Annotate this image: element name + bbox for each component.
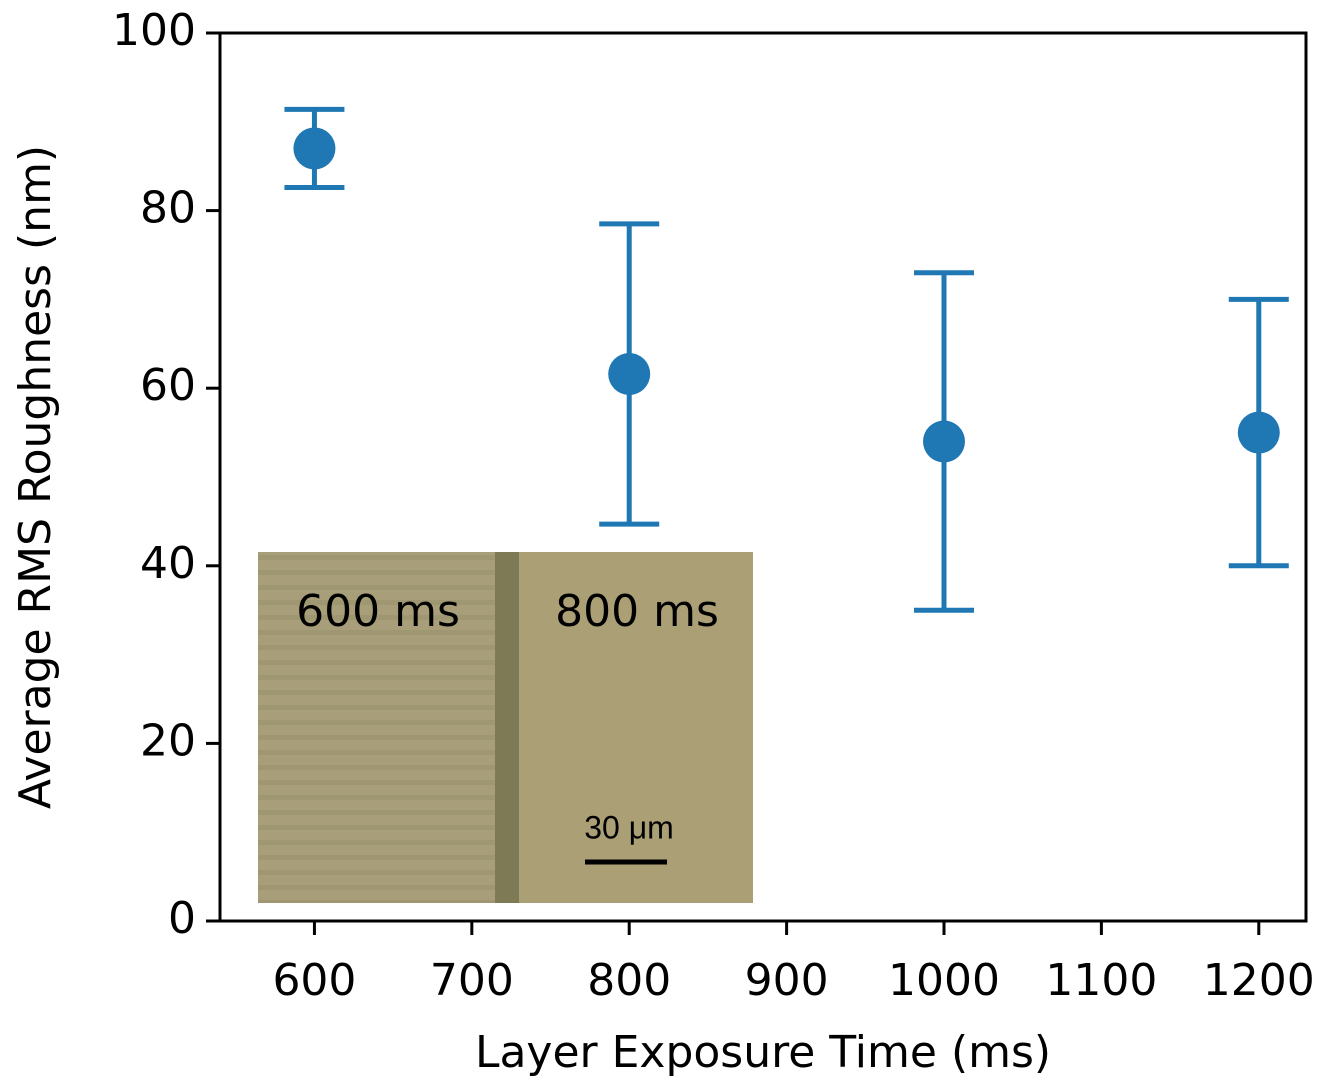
y-tick-label: 40 xyxy=(140,538,196,589)
inset-boundary xyxy=(495,552,519,903)
x-tick-label: 1000 xyxy=(888,955,1000,1006)
x-tick-label: 700 xyxy=(430,955,514,1006)
y-tick-label: 0 xyxy=(168,893,196,944)
inset-image: 600 ms 800 ms 30 μm xyxy=(258,552,753,903)
inset-label: 800 ms xyxy=(555,586,719,637)
x-tick-label: 800 xyxy=(587,955,671,1006)
y-tick-label: 60 xyxy=(140,360,196,411)
inset-label: 600 ms xyxy=(296,586,460,637)
scale-bar-label: 30 μm xyxy=(584,809,674,845)
point xyxy=(608,352,651,395)
x-tick-label: 600 xyxy=(272,955,356,1006)
point xyxy=(1237,411,1280,454)
point xyxy=(923,420,965,463)
x-axis-label: Layer Exposure Time (ms) xyxy=(475,1027,1051,1078)
y-tick-label: 80 xyxy=(140,183,196,234)
y-axis-label: Average RMS Roughness (nm) xyxy=(10,145,61,809)
point xyxy=(293,127,336,170)
x-tick-label: 1100 xyxy=(1045,955,1157,1006)
axes-frame xyxy=(218,31,1308,923)
y-tick-label: 100 xyxy=(112,5,196,56)
x-tick-label: 1200 xyxy=(1203,955,1315,1006)
x-tick-label: 900 xyxy=(745,955,829,1006)
y-tick-label: 20 xyxy=(140,715,196,766)
inset-left xyxy=(258,552,503,903)
inset-right xyxy=(519,552,753,903)
